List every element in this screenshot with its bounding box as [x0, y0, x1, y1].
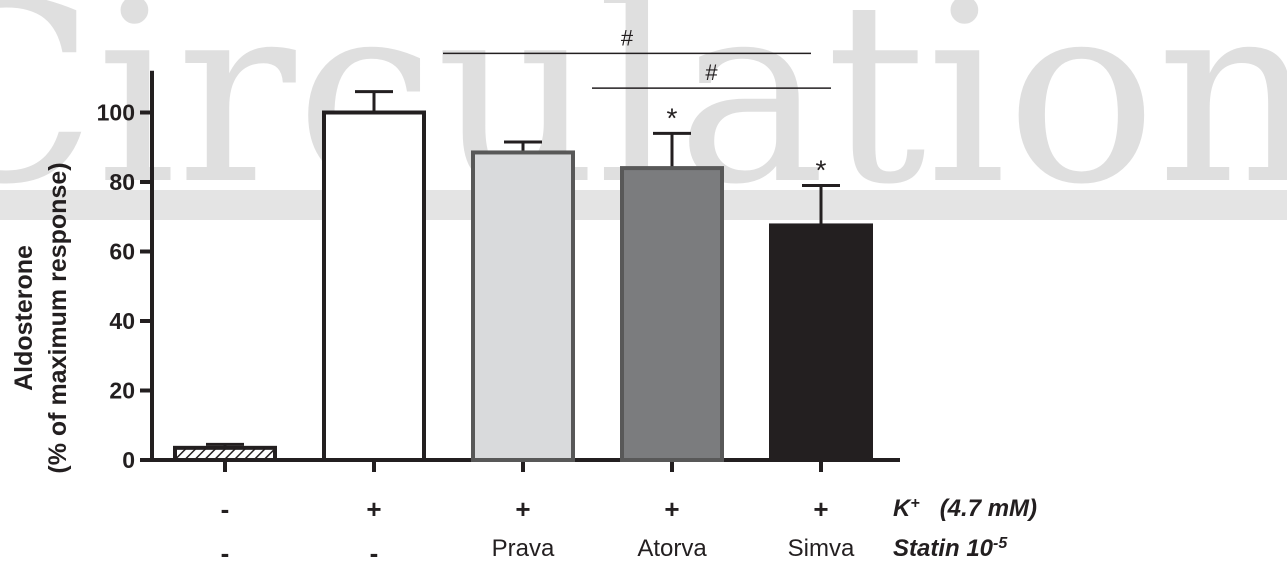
row1-value: + [664, 494, 679, 524]
row1-value: + [515, 494, 530, 524]
y-axis-label-line2: (% of maximum response) [44, 162, 72, 473]
row1-value: + [813, 494, 828, 524]
significance-label: # [621, 25, 634, 50]
significance-label: # [705, 60, 718, 85]
bars [173, 90, 873, 462]
bar [173, 445, 277, 462]
row2-value: Atorva [637, 535, 707, 562]
annotations: # # * * [443, 25, 831, 185]
asterisk: * [667, 102, 678, 133]
row2-value: - [221, 538, 230, 568]
bar [471, 150, 575, 462]
bar [620, 166, 724, 462]
y-tick-label: 80 [109, 169, 135, 195]
row2-value: - [370, 538, 379, 568]
condition-rows: - + + + + - - Prava Atorva Simva [221, 494, 855, 568]
row1-value: - [221, 494, 230, 524]
y-axis-label-line1: Aldosterone [10, 245, 38, 391]
y-tick-label: 0 [122, 447, 135, 473]
bar [769, 223, 873, 462]
asterisk: * [816, 154, 827, 185]
y-tick-label: 60 [109, 239, 135, 265]
row2-value: Prava [492, 535, 555, 562]
row1-legend: K+ (4.7 mM) [893, 495, 1037, 523]
bar [322, 110, 426, 462]
row2-legend: Statin 10-5 [893, 535, 1008, 563]
y-tick-label: 100 [97, 100, 135, 126]
y-axis-label: Aldosterone (% of maximum response) [10, 162, 72, 473]
y-tick-label: 20 [109, 378, 135, 404]
row2-value: Simva [788, 535, 855, 562]
y-tick-label: 40 [109, 308, 135, 334]
row1-value: + [366, 494, 381, 524]
